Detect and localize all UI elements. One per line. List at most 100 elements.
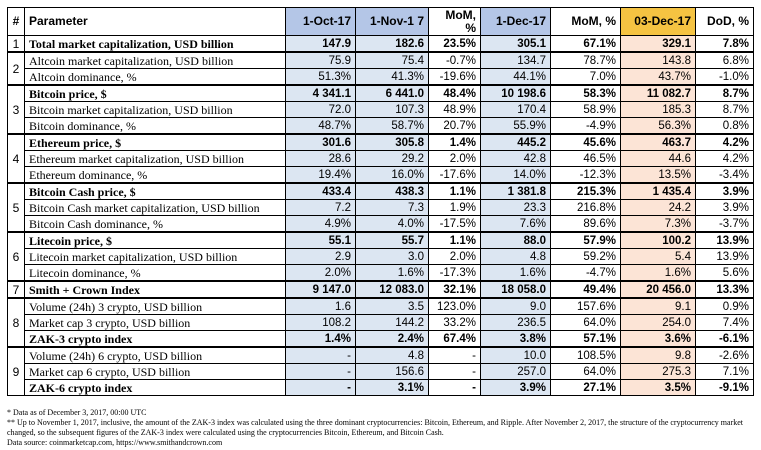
- group-number: 2: [7, 51, 25, 86]
- table-row: Litecoin dominance, % 2.0% 1.6% -17.3% 1.6% -…: [8, 264, 754, 282]
- value-1-nov-17: 4.0%: [355, 215, 429, 233]
- value-1-oct-17: 28.6: [285, 150, 356, 167]
- table-row: Market cap 3 crypto, USD billion 108.2 144…: [8, 314, 754, 331]
- value-dod: -1.0%: [695, 68, 754, 86]
- value-mom-dec: 45.6%: [550, 133, 621, 151]
- value-1-oct-17: 51.3%: [285, 68, 356, 86]
- value-1-dec-17: 18 058.0: [480, 280, 551, 299]
- value-1-oct-17: 2.9: [285, 248, 356, 265]
- value-1-oct-17: 48.7%: [285, 117, 356, 135]
- value-03-dec-17: 3.5%: [620, 379, 696, 396]
- value-mom-dec: 78.7%: [550, 51, 621, 69]
- value-1-dec-17: 88.0: [480, 231, 551, 249]
- table-row: 6 Litecoin price, $55.1 55.7 1.1% 88.0 57.9% 1…: [7, 231, 754, 282]
- value-mom-nov: -19.6%: [428, 68, 481, 86]
- value-mom-nov: -17.3%: [428, 264, 481, 282]
- value-mom-nov: -17.6%: [428, 166, 481, 184]
- value-1-nov-17: 107.3: [355, 101, 429, 118]
- value-mom-dec: 57.9%: [550, 231, 621, 249]
- value-1-dec-17: 23.3: [480, 199, 551, 216]
- header-mom-dec: MoM, %: [550, 7, 621, 36]
- table-row: 4 Ethereum price, $301.6 305.8 1.4% 445.2 45.…: [7, 133, 754, 184]
- table-row: 3 Bitcoin price, $4 341.1 6 441.0 48.4% 10 1…: [7, 84, 754, 135]
- value-03-dec-17: 56.3%: [620, 117, 696, 135]
- value-dod: 7.4%: [695, 314, 754, 331]
- table-row: 2 Altcoin market capitalization, USD bill…: [7, 51, 754, 86]
- table-row: Ethereum market capitalization, USD bill…: [8, 150, 754, 167]
- group-number: 9: [7, 346, 25, 396]
- parameter-cell: Market cap 6 crypto, USD billion: [24, 363, 286, 380]
- value-dod: -3.7%: [695, 215, 754, 233]
- value-dod: 4.2%: [695, 133, 754, 151]
- value-03-dec-17: 43.7%: [620, 68, 696, 86]
- value-mom-dec: 46.5%: [550, 150, 621, 167]
- value-1-dec-17: 42.8: [480, 150, 551, 167]
- group-number: 4: [7, 133, 25, 184]
- value-mom-nov: 20.7%: [428, 117, 481, 135]
- value-03-dec-17: 3.6%: [620, 330, 696, 348]
- value-1-oct-17: 7.2: [285, 199, 356, 216]
- table-row: Ethereum dominance, % 19.4% 16.0% -17.6% 14.…: [8, 166, 754, 184]
- value-1-oct-17: 1.6: [285, 297, 356, 315]
- value-1-dec-17: 10 198.6: [480, 84, 551, 102]
- value-mom-dec: 64.0%: [550, 314, 621, 331]
- parameter-cell: Bitcoin price, $: [24, 84, 286, 102]
- parameter-cell: Total market capitalization, USD billion: [24, 35, 286, 53]
- value-1-nov-17: 75.4: [355, 51, 429, 69]
- parameter-cell: Bitcoin market capitalization, USD billi…: [24, 101, 286, 118]
- value-mom-nov: -17.5%: [428, 215, 481, 233]
- value-dod: 0.8%: [695, 117, 754, 135]
- value-1-dec-17: 3.8%: [480, 330, 551, 348]
- value-03-dec-17: 329.1: [620, 35, 696, 53]
- value-1-oct-17: -: [285, 363, 356, 380]
- value-mom-dec: 27.1%: [550, 379, 621, 396]
- table-row: Bitcoin dominance, % 48.7% 58.7% 20.7% 55.9%…: [8, 117, 754, 135]
- parameter-cell: Bitcoin Cash market capitalization, USD …: [24, 199, 286, 216]
- value-mom-dec: -4.9%: [550, 117, 621, 135]
- parameter-cell: Litecoin price, $: [24, 231, 286, 249]
- value-dod: 13.9%: [695, 231, 754, 249]
- table-row: Bitcoin Cash dominance, % 4.9% 4.0% -17.5% 7…: [8, 215, 754, 233]
- value-mom-dec: 216.8%: [550, 199, 621, 216]
- table-row: Altcoin dominance, % 51.3% 41.3% -19.6% 44.1…: [8, 68, 754, 86]
- group-number: 8: [7, 297, 25, 348]
- value-1-nov-17: 3.5: [355, 297, 429, 315]
- parameter-cell: Litecoin dominance, %: [24, 264, 286, 282]
- table-row: Litecoin market capitalization, USD bill…: [8, 248, 754, 265]
- value-1-oct-17: 2.0%: [285, 264, 356, 282]
- value-1-dec-17: 236.5: [480, 314, 551, 331]
- value-dod: 0.9%: [695, 297, 754, 315]
- value-mom-dec: 157.6%: [550, 297, 621, 315]
- value-1-oct-17: 9 147.0: [285, 280, 356, 299]
- value-dod: -2.6%: [695, 346, 754, 364]
- value-03-dec-17: 185.3: [620, 101, 696, 118]
- value-1-nov-17: 1.6%: [355, 264, 429, 282]
- value-mom-dec: 89.6%: [550, 215, 621, 233]
- group-number: 5: [7, 182, 25, 233]
- value-1-oct-17: 147.9: [285, 35, 356, 53]
- table-row: 5 Bitcoin Cash price, $433.4 438.3 1.1% 1 38…: [7, 182, 754, 233]
- value-mom-dec: 57.1%: [550, 330, 621, 348]
- value-mom-nov: -: [428, 379, 481, 396]
- value-03-dec-17: 1 435.4: [620, 182, 696, 200]
- value-03-dec-17: 100.2: [620, 231, 696, 249]
- value-03-dec-17: 24.2: [620, 199, 696, 216]
- value-1-oct-17: 1.4%: [285, 330, 356, 348]
- value-dod: -3.4%: [695, 166, 754, 184]
- parameter-cell: ZAK-3 crypto index: [24, 330, 286, 348]
- table-row: 8 Volume (24h) 3 crypto, USD billion 1.6 3.…: [7, 297, 754, 348]
- footnote-zak3: ** Up to November 1, 2017, inclusive, th…: [7, 418, 744, 437]
- table-body: 1 Total market capitalization, USD billio…: [7, 35, 754, 396]
- value-03-dec-17: 13.5%: [620, 166, 696, 184]
- value-dod: 3.9%: [695, 199, 754, 216]
- group-number: 6: [7, 231, 25, 282]
- value-mom-dec: 7.0%: [550, 68, 621, 86]
- group-number: 7: [7, 280, 25, 299]
- footnote-source: Data source: coinmarketcap.com, https://…: [7, 438, 223, 447]
- value-dod: 7.1%: [695, 363, 754, 380]
- value-mom-nov: 23.5%: [428, 35, 481, 53]
- value-1-oct-17: 19.4%: [285, 166, 356, 184]
- value-03-dec-17: 20 456.0: [620, 280, 696, 299]
- value-mom-nov: 2.0%: [428, 150, 481, 167]
- value-mom-nov: 1.4%: [428, 133, 481, 151]
